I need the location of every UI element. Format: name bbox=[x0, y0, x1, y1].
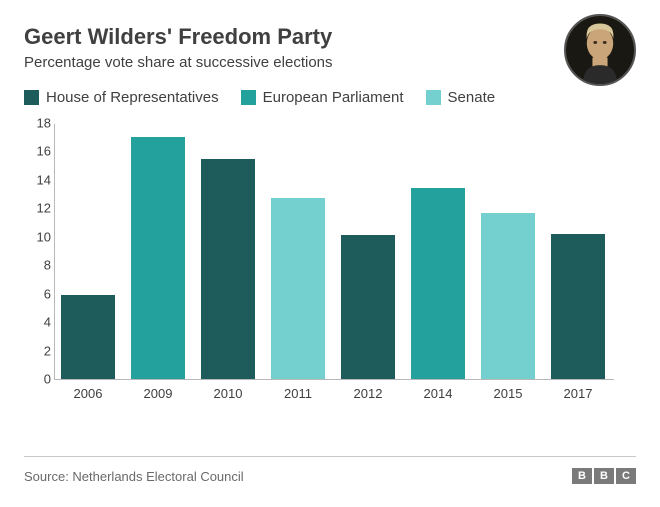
bar bbox=[131, 137, 185, 379]
legend-label: European Parliament bbox=[263, 89, 404, 106]
legend: House of Representatives European Parliam… bbox=[24, 89, 636, 106]
y-axis-tick: 2 bbox=[27, 343, 51, 358]
x-axis-tick: 2010 bbox=[214, 386, 243, 401]
y-axis-tick: 10 bbox=[27, 229, 51, 244]
footer-rule bbox=[24, 456, 636, 457]
x-axis-tick: 2009 bbox=[144, 386, 173, 401]
x-axis-tick: 2011 bbox=[284, 386, 312, 401]
bar bbox=[341, 235, 395, 379]
y-axis-tick: 0 bbox=[27, 372, 51, 387]
bar bbox=[481, 213, 535, 379]
x-axis-tick: 2012 bbox=[354, 386, 383, 401]
bar bbox=[271, 198, 325, 379]
x-axis-tick: 2014 bbox=[424, 386, 453, 401]
y-axis-tick: 16 bbox=[27, 144, 51, 159]
legend-label: Senate bbox=[448, 89, 496, 106]
legend-item: Senate bbox=[426, 89, 496, 106]
bar bbox=[411, 188, 465, 379]
legend-swatch bbox=[241, 90, 256, 105]
legend-swatch bbox=[426, 90, 441, 105]
bbc-logo-b1: B bbox=[572, 468, 592, 484]
y-axis-tick: 18 bbox=[27, 116, 51, 131]
bbc-logo-c: C bbox=[616, 468, 636, 484]
legend-swatch bbox=[24, 90, 39, 105]
legend-item: European Parliament bbox=[241, 89, 404, 106]
x-axis-tick: 2015 bbox=[494, 386, 523, 401]
bbc-logo-b2: B bbox=[594, 468, 614, 484]
legend-label: House of Representatives bbox=[46, 89, 219, 106]
bar bbox=[551, 234, 605, 379]
y-axis-tick: 6 bbox=[27, 286, 51, 301]
chart-subtitle: Percentage vote share at successive elec… bbox=[24, 54, 636, 71]
legend-item: House of Representatives bbox=[24, 89, 219, 106]
y-axis-tick: 14 bbox=[27, 172, 51, 187]
portrait-avatar bbox=[564, 14, 636, 86]
chart-title: Geert Wilders' Freedom Party bbox=[24, 24, 636, 50]
bar bbox=[201, 159, 255, 379]
x-axis-tick: 2017 bbox=[564, 386, 593, 401]
bbc-logo: B B C bbox=[572, 468, 636, 484]
y-axis-tick: 8 bbox=[27, 258, 51, 273]
plot-area: 0246810121416182006200920102011201220142… bbox=[54, 124, 614, 380]
y-axis-tick: 4 bbox=[27, 315, 51, 330]
y-axis-tick: 12 bbox=[27, 201, 51, 216]
x-axis-tick: 2006 bbox=[74, 386, 103, 401]
bar bbox=[61, 295, 115, 379]
source-text: Source: Netherlands Electoral Council bbox=[24, 469, 636, 484]
bar-chart: 0 2 4 6 8 10 12 14 16 18 2006 2009 2010 2011 2012 2014 2… bbox=[24, 116, 636, 416]
